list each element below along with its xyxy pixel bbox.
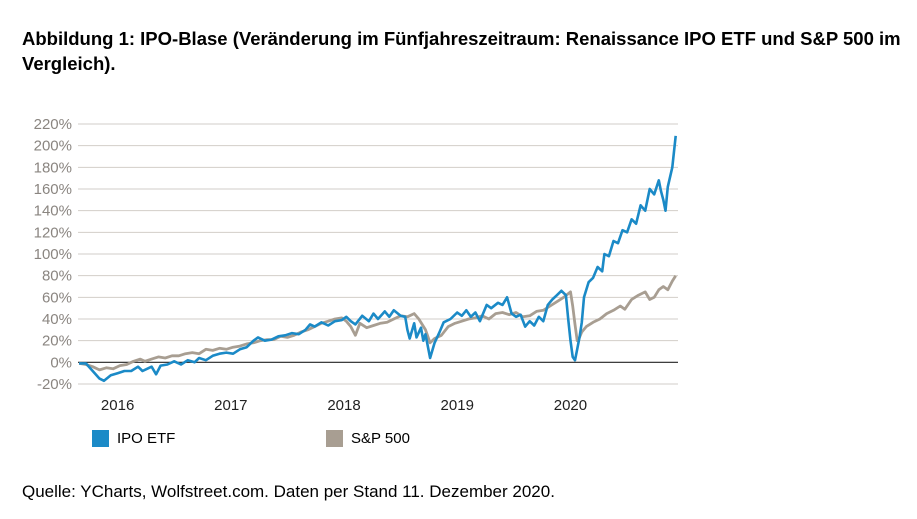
x-tick-label: 2017 [214, 397, 247, 414]
legend-label-ipo-etf: IPO ETF [117, 430, 176, 447]
legend-swatch-ipo-etf [92, 430, 109, 447]
y-tick-label: 200% [34, 138, 72, 155]
figure-title: Abbildung 1: IPO-Blase (Veränderung im F… [22, 28, 901, 74]
x-tick-labels: 2016 2017 2018 2019 2020 [101, 397, 587, 414]
series-lines [78, 135, 677, 383]
x-tick-label: 2018 [327, 397, 360, 414]
y-tick-label: 140% [34, 203, 72, 220]
series-line-sp500 [78, 274, 677, 372]
y-tick-label: 100% [34, 246, 72, 263]
grid-lines [78, 123, 678, 385]
legend-item-ipo-etf: IPO ETF [92, 430, 175, 447]
y-tick-label: 160% [34, 181, 72, 198]
y-tick-label: -20% [37, 376, 72, 393]
source-note: Quelle: YCharts, Wolfstreet.com. Daten p… [22, 482, 555, 501]
legend-label-sp500: S&P 500 [351, 430, 410, 447]
y-tick-label: 220% [34, 116, 72, 133]
y-tick-label: 120% [34, 224, 72, 241]
x-tick-label: 2020 [554, 397, 587, 414]
series-line-ipo-etf [79, 135, 677, 383]
legend-swatch-sp500 [326, 430, 343, 447]
y-tick-label: 60% [42, 289, 72, 306]
y-tick-labels: 220% 200% 180% 160% 140% 120% 100% 80% 60% 40% 20%… [34, 116, 72, 393]
y-tick-label: 40% [42, 311, 72, 328]
y-tick-label: 20% [42, 333, 72, 350]
y-tick-label: 180% [34, 159, 72, 176]
y-tick-label: 0% [50, 354, 72, 371]
x-tick-label: 2019 [441, 397, 474, 414]
legend-item-sp500: S&P 500 [326, 430, 410, 447]
y-tick-label: 80% [42, 268, 72, 285]
x-tick-label: 2016 [101, 397, 134, 414]
